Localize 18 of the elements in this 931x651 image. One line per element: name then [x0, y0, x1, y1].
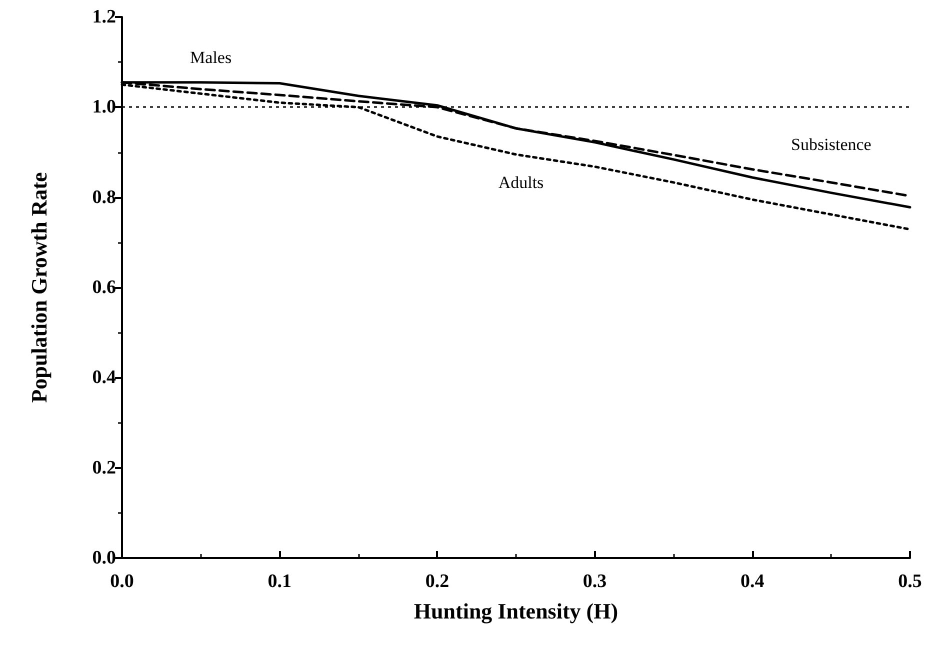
y-tick-label: 0.6 — [92, 277, 116, 298]
x-axis-title: Hunting Intensity (H) — [414, 598, 618, 624]
series-label: Males — [190, 48, 232, 67]
x-tick-label: 0.3 — [582, 571, 607, 592]
series-label: Adults — [498, 173, 544, 192]
x-tick-label: 0.5 — [898, 571, 922, 592]
series-label: Subsistence — [791, 134, 872, 154]
y-tick-label: 0.4 — [92, 367, 116, 388]
y-tick-label: 0.2 — [92, 457, 116, 478]
x-tick-label: 0.4 — [740, 571, 765, 592]
y-tick-label: 1.2 — [92, 6, 116, 28]
y-tick-label: 0.0 — [92, 548, 116, 568]
x-tick-label: 0.0 — [110, 571, 134, 592]
y-tick-label: 0.8 — [92, 186, 116, 208]
y-tick-label: 1.0 — [92, 96, 116, 118]
y-axis-title: Population Growth Rate — [26, 172, 52, 403]
x-tick-label: 0.2 — [425, 571, 450, 592]
x-tick-label: 0.1 — [268, 571, 292, 592]
